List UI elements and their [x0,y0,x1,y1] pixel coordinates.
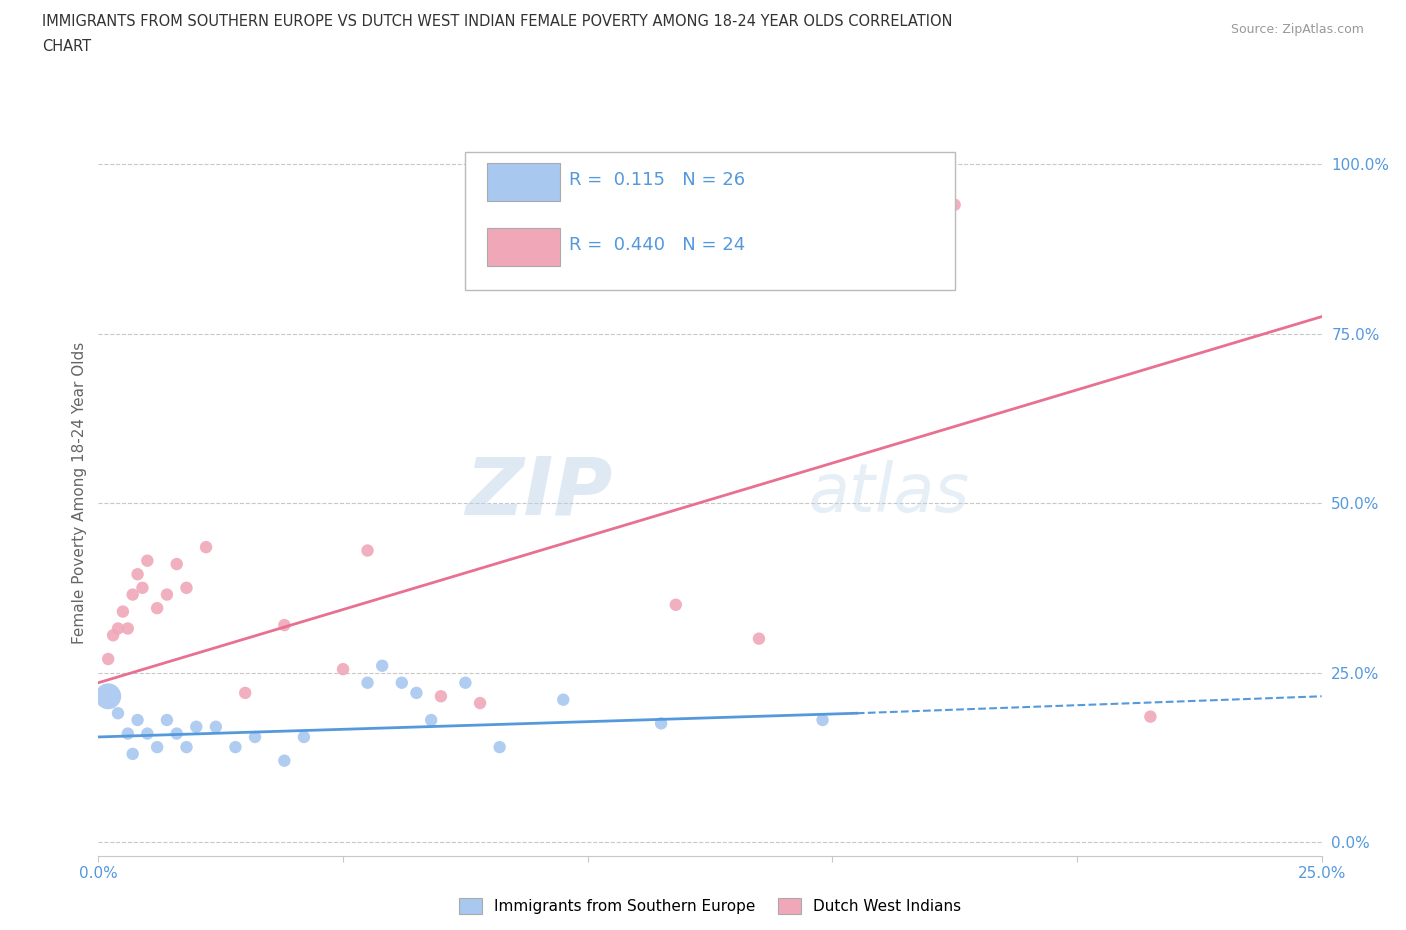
Point [430,689,453,704]
Point [117,621,139,636]
Text: R =  0.115   N = 26: R = 0.115 N = 26 [569,170,745,189]
Point [146,601,169,616]
Point [811,712,834,727]
Point [454,675,477,690]
Point [391,675,413,690]
Point [97,652,120,667]
Point [176,739,198,754]
Point [146,739,169,754]
Point [553,692,575,707]
Point [107,621,129,636]
FancyBboxPatch shape [465,152,955,290]
Point [136,553,159,568]
Point [107,706,129,721]
Text: atlas: atlas [808,460,969,525]
Point [356,675,378,690]
Point [356,543,378,558]
Point [405,685,427,700]
Point [97,689,120,704]
Point [117,726,139,741]
Point [943,197,966,212]
Point [371,658,394,673]
Text: ZIP: ZIP [465,454,612,532]
Point [127,712,149,727]
Point [205,719,228,734]
Point [176,580,198,595]
Point [273,618,295,632]
Point [131,580,153,595]
Point [101,628,124,643]
Point [186,719,208,734]
Point [420,712,443,727]
Point [166,557,188,572]
Point [224,739,246,754]
Point [332,662,354,677]
Point [127,566,149,581]
Point [1139,710,1161,724]
FancyBboxPatch shape [488,228,560,266]
Text: R =  0.440   N = 24: R = 0.440 N = 24 [569,236,745,254]
Text: IMMIGRANTS FROM SOUTHERN EUROPE VS DUTCH WEST INDIAN FEMALE POVERTY AMONG 18-24 : IMMIGRANTS FROM SOUTHERN EUROPE VS DUTCH… [42,14,953,29]
Point [156,587,179,602]
Point [748,631,770,646]
Point [468,696,491,711]
Y-axis label: Female Poverty Among 18-24 Year Olds: Female Poverty Among 18-24 Year Olds [72,342,87,644]
Point [488,739,510,754]
Point [665,597,688,612]
Point [121,747,143,762]
FancyBboxPatch shape [488,163,560,201]
Point [195,539,218,554]
Point [273,753,295,768]
Point [166,726,188,741]
Point [243,729,266,744]
Point [650,716,672,731]
Point [136,726,159,741]
Point [121,587,143,602]
Point [233,685,256,700]
Point [156,712,179,727]
Point [111,604,134,619]
Legend: Immigrants from Southern Europe, Dutch West Indians: Immigrants from Southern Europe, Dutch W… [453,892,967,921]
Text: Source: ZipAtlas.com: Source: ZipAtlas.com [1230,23,1364,36]
Text: CHART: CHART [42,39,91,54]
Point [292,729,315,744]
